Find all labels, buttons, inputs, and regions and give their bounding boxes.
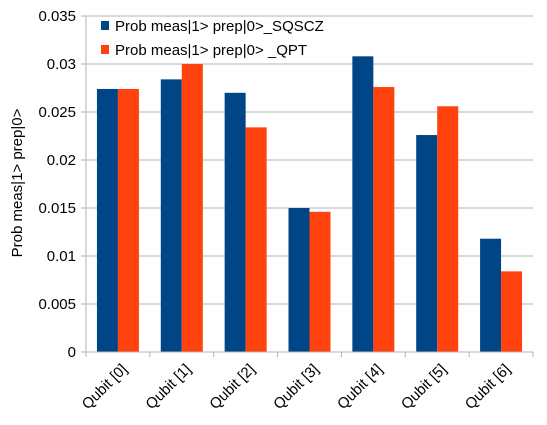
- y-tick-label: 0.005: [38, 296, 76, 313]
- x-tick-label: Qubit [2]: [206, 361, 258, 413]
- x-tick-label: Qubit [1]: [142, 361, 194, 413]
- bars: [97, 56, 522, 352]
- bar-sqscz-1: [161, 79, 182, 352]
- x-tick-label: Qubit [5]: [398, 361, 450, 413]
- x-tick-label: Qubit [4]: [334, 361, 386, 413]
- bar-qpt-6: [501, 271, 522, 352]
- y-axis-label: Prob meas|1> prep|0>: [9, 108, 26, 257]
- bar-sqscz-4: [352, 56, 373, 352]
- y-tick-label: 0.025: [38, 104, 76, 121]
- y-tick-label: 0.015: [38, 200, 76, 217]
- bar-sqscz-2: [225, 93, 246, 352]
- x-tick-label: Qubit [0]: [79, 361, 131, 413]
- y-axis-ticks: 0 0.005 0.01 0.015 0.02 0.025 0.03 0.035: [38, 8, 76, 361]
- x-axis-ticks: Qubit [0] Qubit [1] Qubit [2] Qubit [3] Qubi…: [79, 352, 533, 413]
- bar-qpt-4: [373, 87, 394, 352]
- y-tick-label: 0.035: [38, 8, 76, 25]
- bar-qpt-3: [310, 212, 331, 352]
- y-tick-label: 0.02: [47, 152, 76, 169]
- x-tick-label: Qubit [6]: [462, 361, 514, 413]
- bar-qpt-2: [246, 127, 267, 352]
- bar-qpt-1: [182, 64, 203, 352]
- y-tick-label: 0: [68, 344, 76, 361]
- bar-sqscz-0: [97, 89, 118, 352]
- legend-label-sqscz: Prob meas|1> prep|0>_SQSCZ: [115, 18, 324, 35]
- legend-swatch-qpt: [101, 45, 109, 54]
- legend-swatch-sqscz: [101, 21, 109, 30]
- bar-qpt-5: [437, 106, 458, 352]
- y-tick-label: 0.03: [47, 56, 76, 73]
- legend-label-qpt: Prob meas|1> prep|0> _QPT: [115, 42, 307, 59]
- legend: Prob meas|1> prep|0>_SQSCZ Prob meas|1> …: [101, 18, 324, 59]
- bar-qpt-0: [118, 89, 139, 352]
- bar-sqscz-3: [289, 208, 310, 352]
- y-tick-label: 0.01: [47, 248, 76, 265]
- x-tick-label: Qubit [3]: [270, 361, 322, 413]
- bar-sqscz-5: [416, 135, 437, 352]
- bar-sqscz-6: [480, 239, 501, 352]
